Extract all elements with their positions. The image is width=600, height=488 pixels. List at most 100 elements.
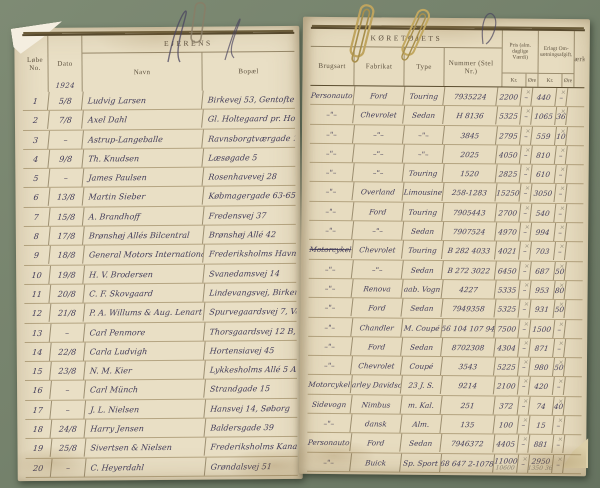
cell-fabrikat: Chevrolet: [353, 105, 406, 125]
cell-bopael: Lykkesholms Allé 5 A: [209, 364, 297, 375]
cell-pris-kr: 2825: [495, 164, 522, 184]
vehicle-table-row: Motorcykel Harley Davidson 23 J. S. 9214…: [306, 375, 583, 397]
cell-fabrikat: Overland: [352, 182, 405, 202]
cell-type: Coupé: [400, 356, 443, 376]
cell-navn: Ludvig Larsen: [81, 90, 204, 110]
cell-erlagt-kr: 881: [528, 435, 555, 454]
cell-brugsart: –"–: [307, 259, 354, 279]
cell-anmaerkning: [563, 435, 582, 453]
cell-lobe-no: 7: [22, 207, 51, 227]
owner-table-row: 9 18/8 General Motors International Fred…: [23, 244, 297, 266]
vehicle-table-row: Personauto Ford Sedan 7946372 4405 – 881…: [306, 433, 582, 455]
cell-fabrikat: Renova: [351, 279, 404, 298]
cell-nummer: 7949358: [441, 299, 497, 319]
owner-table-row: 17 – J. L. Nielsen Hansvej 14, Søborg: [24, 398, 298, 421]
cell-navn: H. V. Brodersen: [83, 264, 206, 284]
cell-lobe-no: 8: [22, 226, 51, 246]
vehicle-table-row: –"– Buick Sp. Sport 568 647 2-10783 1100…: [306, 452, 582, 475]
column-header-pris: Pris (alm. daglige Værdi) Kr. Øre: [502, 30, 539, 87]
owner-table-row: 19 25/8 Sivertsen & Nielsen Frederikshol…: [24, 437, 298, 459]
cell-navn: Astrup-Langeballe: [82, 129, 204, 149]
cell-lobe-no: 1: [21, 91, 50, 111]
column-header-anmaerkning: Anmærkning: [574, 54, 585, 64]
cell-navn: N. M. Kier: [84, 360, 206, 381]
owner-table-row: 2 7/8 Axel Dahl Gl. Holtegaard pr. Holte: [22, 109, 296, 131]
cell-anmaerkning: [565, 185, 584, 203]
cell-bopael: Ravnsborgtværgade 12: [207, 133, 296, 143]
vehicle-table-row: –"– Ford Touring 7905443 2700 – 540 –: [308, 201, 584, 224]
owner-table-row: 18 24/8 Harry Jensen Baldersgade 39: [24, 417, 298, 440]
cell-fabrikat: Ford: [351, 298, 404, 318]
cell-fabrikat: Ford: [353, 86, 406, 105]
cell-pris-kr: 5325: [494, 299, 521, 319]
cell-anmaerkning: [564, 378, 583, 396]
cell-dato: 23/8: [50, 361, 86, 381]
cell-anmaerkning: [565, 262, 584, 280]
cell-fabrikat: Ford: [350, 433, 403, 453]
cell-brugsart: Sidevogn: [306, 394, 353, 414]
cell-type: Sedan: [400, 433, 443, 453]
cell-navn: A. Brandhoff: [82, 206, 205, 226]
cell-lobe-no: 3: [22, 130, 50, 149]
cell-pris-kr: 4970: [495, 222, 522, 242]
cell-anmaerkning: [566, 88, 585, 106]
cell-bopael: Gl. Holtegaard pr. Holte: [207, 113, 296, 124]
cell-brugsart: –"–: [306, 413, 353, 433]
cell-nummer: 251: [440, 395, 496, 415]
cell-lobe-no: 19: [24, 439, 53, 458]
cell-fabrikat: Chandler: [351, 317, 404, 337]
column-header-navn: Navn: [82, 52, 203, 92]
cell-dato: 20/8: [49, 284, 86, 304]
cell-nummer: 258-1283: [442, 183, 498, 203]
cell-bopael: Købmagergade 63-65: [208, 191, 297, 201]
cell-type: Alm.: [400, 414, 443, 434]
cell-erlagt-kr: 559: [530, 126, 558, 145]
vehicle-table-row: Motorcykel Chevrolet Touring B 282 4033 …: [307, 240, 584, 262]
cell-brugsart: –"–: [309, 105, 356, 124]
cell-bopael: Brønshøj Allé 42: [208, 229, 277, 240]
cell-erlagt-kr: 74: [528, 396, 555, 415]
cell-pris-kr: 2200: [496, 87, 523, 106]
cell-type: Sedan: [402, 221, 445, 241]
cell-dato: 5/8: [47, 91, 84, 111]
cell-erlagt-kr: 994: [530, 222, 557, 242]
cell-anmaerkning: [565, 281, 584, 299]
cell-dato: 22/8: [49, 342, 86, 362]
cell-lobe-no: 5: [22, 169, 51, 188]
cell-pris-kr: 2700: [495, 203, 522, 222]
cell-dato: 17/8: [48, 226, 85, 246]
cell-dato: –: [48, 130, 84, 149]
vehicle-table-header: KØRETØJETS Brugsart Fabrikat Type Nummer…: [310, 28, 585, 89]
cell-navn: Carl Penmore: [83, 322, 206, 342]
column-header-lobe-no: Løbe No.: [22, 35, 49, 93]
cell-lobe-no: 10: [23, 265, 52, 285]
cell-navn: Harry Jensen: [84, 418, 207, 438]
cell-navn: C. F. Skovgaard: [83, 283, 206, 303]
cell-brugsart: Motorcykel: [307, 240, 355, 259]
cell-dato: 21/8: [49, 303, 86, 323]
cell-nummer: 156 104 107 945: [441, 318, 497, 338]
cell-nummer: B 282 4033: [441, 241, 498, 261]
cell-erlagt-kr: 420: [528, 377, 555, 396]
cell-nummer: 9214: [440, 376, 496, 396]
subheader-pris-ore: Øre: [527, 77, 537, 84]
cell-bopael: Fredensvej 37: [208, 210, 267, 221]
cell-pris-kr: 6450: [494, 261, 521, 280]
owner-table-row: 13 – Carl Penmore Thorsgaardsvej 12 B, V…: [23, 321, 297, 343]
cell-anmaerkning: [566, 146, 585, 164]
cell-dato: –: [48, 168, 85, 188]
owner-rows: 1 5/8 Ludvig Larsen Birkevej 53, Gentoft…: [21, 89, 298, 478]
vehicle-table-row: –"– –"– –"– 3845 2795 – 559 10: [308, 124, 585, 147]
cell-pris-kr: 5225: [493, 357, 520, 377]
ledger-left-page: Løbe No. Dato 1924 EJERENS Navn Bopæl 1 …: [14, 26, 303, 482]
cell-lobe-no: 4: [22, 149, 51, 169]
subheader-erlagt-ore: Øre: [563, 77, 573, 84]
cell-lobe-no: 11: [23, 284, 52, 304]
cell-anmaerkning: [563, 455, 582, 473]
cell-erlagt-kr: 610: [530, 164, 557, 184]
column-header-erlagt: Erlagt Om­sætnings­afgift. Kr. Øre: [538, 30, 575, 88]
cell-erlagt-kr: 687: [529, 261, 556, 280]
cell-pris-kr: 2100: [493, 376, 520, 396]
cell-erlagt-kr: 2950 1350 36: [528, 454, 555, 473]
cell-type: Sedan: [401, 337, 444, 357]
